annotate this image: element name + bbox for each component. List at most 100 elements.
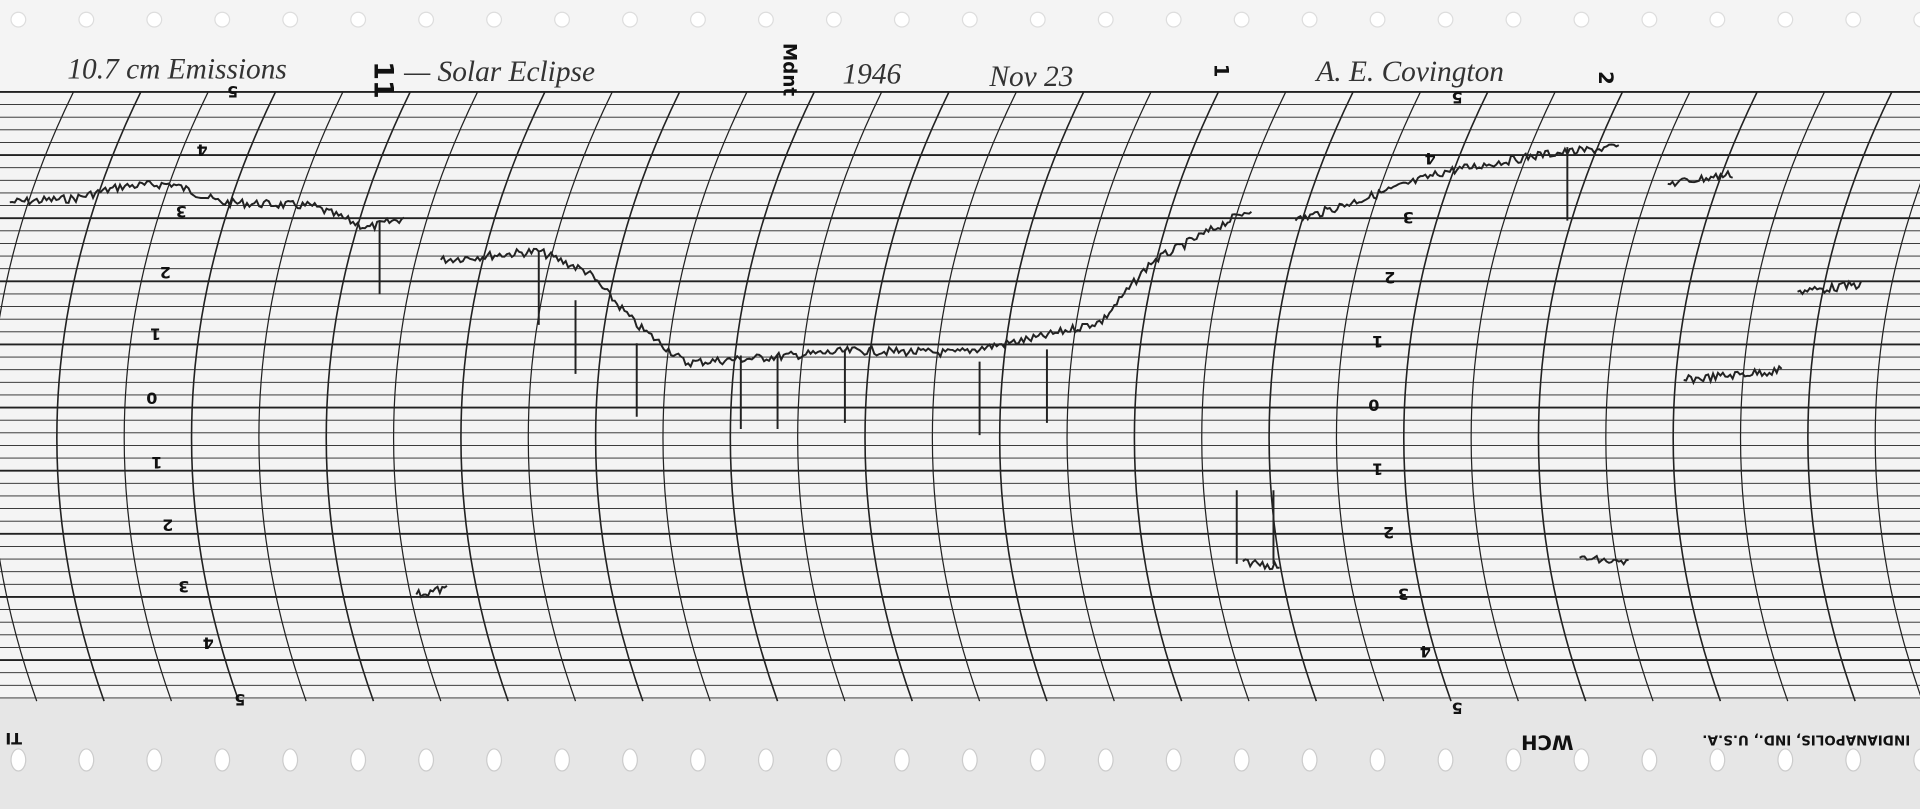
sprocket-hole xyxy=(350,748,367,772)
sprocket-hole xyxy=(961,748,978,772)
time-arc xyxy=(662,91,748,702)
paper-margin xyxy=(0,698,1920,809)
scale-label: 0 xyxy=(1368,396,1379,415)
sprocket-hole xyxy=(78,11,95,28)
sprocket-hole xyxy=(1913,748,1920,772)
sprocket-hole xyxy=(1369,11,1386,28)
maker-code: WCH xyxy=(1521,730,1573,753)
sprocket-hole xyxy=(757,11,774,28)
scale-label: 1 xyxy=(1372,459,1383,478)
sprocket-hole xyxy=(1097,11,1114,28)
scale-label: 2 xyxy=(1383,523,1394,542)
scale-label: 3 xyxy=(178,577,189,596)
time-arc xyxy=(460,91,546,702)
edge-mark: TI xyxy=(5,729,22,748)
sprocket-hole xyxy=(893,11,910,28)
scale-label: 4 xyxy=(197,141,208,160)
sprocket-hole xyxy=(825,748,842,772)
title: 10.7 cm Emissions xyxy=(67,53,287,85)
sprocket-hole xyxy=(893,748,910,772)
sprocket-hole xyxy=(622,11,638,28)
sprocket-hole xyxy=(1437,11,1454,28)
sprocket-hole xyxy=(214,11,231,28)
hour-label: 11 xyxy=(368,61,399,99)
time-arc xyxy=(1335,91,1421,702)
grid xyxy=(0,11,1920,772)
sprocket-hole xyxy=(1641,11,1658,28)
maker: INDIANAPOLIS, IND., U.S.A. xyxy=(1702,731,1910,747)
sprocket-hole xyxy=(1641,748,1658,772)
sprocket-hole xyxy=(10,11,27,28)
time-arc xyxy=(1672,91,1758,702)
time-arc xyxy=(729,91,816,702)
scale-label: 3 xyxy=(176,202,187,221)
time-arc xyxy=(931,91,1017,702)
time-arc xyxy=(1268,91,1354,702)
scale-label: 1 xyxy=(151,453,162,472)
midnight-label: Mdnt xyxy=(779,43,800,97)
sprocket-hole xyxy=(1573,11,1590,28)
sprocket-hole xyxy=(1437,748,1454,772)
sprocket-hole xyxy=(146,748,163,772)
sprocket-hole xyxy=(418,748,435,772)
hour-label: 2 xyxy=(1594,71,1617,85)
scale-label: 2 xyxy=(162,516,173,535)
sprocket-hole xyxy=(1845,11,1862,28)
sprocket-hole xyxy=(1709,748,1726,772)
time-arc xyxy=(325,91,411,702)
time-arc xyxy=(1537,91,1624,702)
time-arc xyxy=(1403,91,1489,702)
time-arc xyxy=(190,91,277,702)
time-arc xyxy=(1066,91,1152,702)
scale-label: 5 xyxy=(1452,698,1463,717)
sprocket-hole xyxy=(554,11,570,28)
sprocket-hole xyxy=(1505,748,1522,772)
scale-label: 2 xyxy=(1384,268,1395,287)
scale-label: 5 xyxy=(234,690,245,709)
sprocket-hole xyxy=(690,11,706,28)
sprocket-hole xyxy=(282,11,299,28)
sprocket-hole xyxy=(10,748,27,772)
sprocket-hole xyxy=(690,748,706,772)
sprocket-hole xyxy=(350,11,367,28)
recorder-trace xyxy=(9,143,1863,599)
sprocket-hole xyxy=(1301,11,1318,28)
sprocket-hole xyxy=(418,11,435,28)
scale-label: 1 xyxy=(150,325,161,344)
time-arc xyxy=(594,91,681,702)
scale-label: 3 xyxy=(1403,208,1414,227)
sprocket-hole xyxy=(757,748,774,772)
time-arc xyxy=(1133,91,1220,702)
time-arc xyxy=(797,91,883,702)
sprocket-hole xyxy=(622,748,638,772)
sprocket-hole xyxy=(1233,11,1250,28)
time-arc xyxy=(1605,91,1691,702)
sprocket-hole xyxy=(554,748,570,772)
sprocket-hole xyxy=(1097,748,1114,772)
sprocket-hole xyxy=(1505,11,1522,28)
sprocket-hole xyxy=(1301,748,1318,772)
sprocket-hole xyxy=(1369,748,1386,772)
sprocket-hole xyxy=(78,748,95,772)
scale-label: 1 xyxy=(1372,332,1383,351)
sprocket-hole xyxy=(1233,748,1250,772)
labels: 10.7 cm Emissions 11 — Solar Eclipse Mdn… xyxy=(5,43,1910,754)
scale-label: 4 xyxy=(1420,642,1431,661)
sprocket-hole xyxy=(486,11,503,28)
sprocket-hole xyxy=(1029,748,1046,772)
sprocket-hole xyxy=(1913,11,1920,28)
sprocket-hole xyxy=(825,11,842,28)
scale-label: 0 xyxy=(146,388,157,407)
sprocket-hole xyxy=(1573,748,1590,772)
time-arc xyxy=(527,91,613,702)
time-arc xyxy=(1470,91,1556,702)
sprocket-hole xyxy=(486,748,503,772)
time-arc xyxy=(56,91,142,702)
sprocket-hole xyxy=(1777,11,1794,28)
sprocket-hole xyxy=(1029,11,1046,28)
sprocket-hole xyxy=(282,748,299,772)
time-arc xyxy=(258,91,344,702)
sprocket-hole xyxy=(146,11,163,28)
time-arc xyxy=(392,91,479,702)
